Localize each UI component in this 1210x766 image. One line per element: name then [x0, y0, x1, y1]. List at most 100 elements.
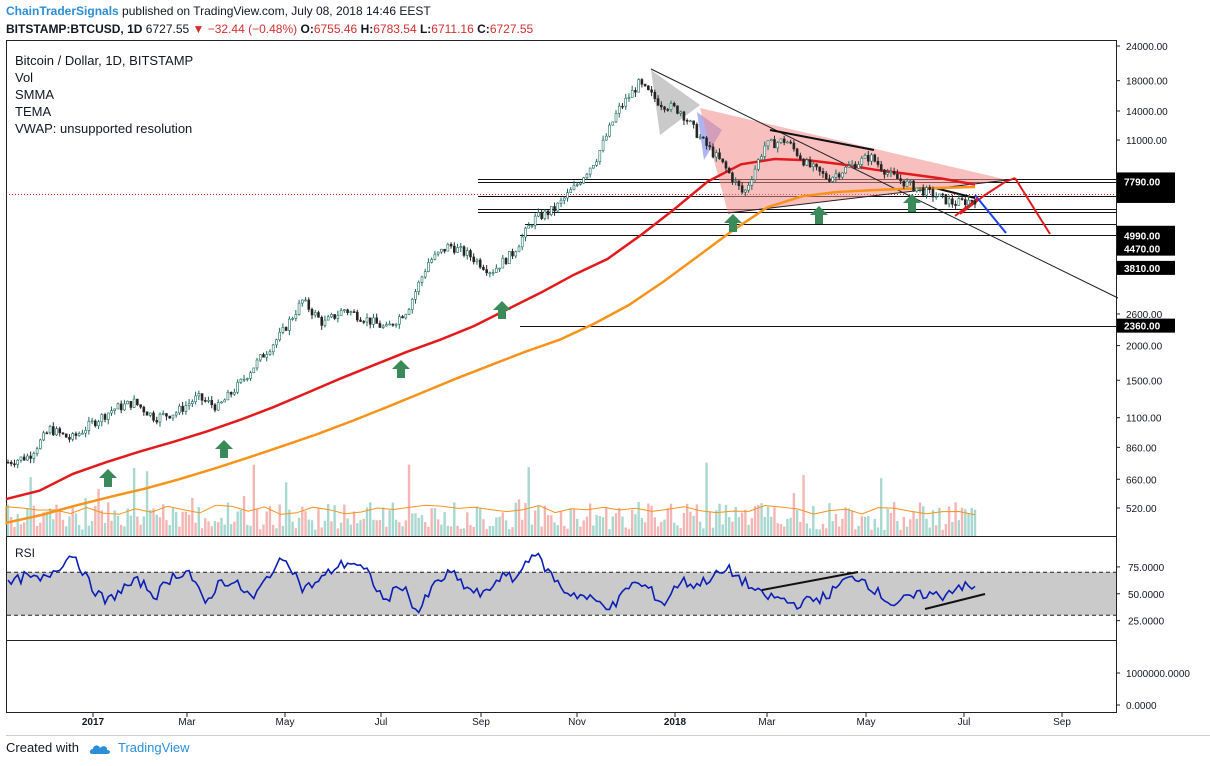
candle-body — [912, 180, 915, 192]
volume-bar — [708, 511, 712, 536]
volume-bar — [605, 506, 608, 536]
candle-body — [789, 141, 792, 144]
candle-body — [896, 173, 899, 179]
price-tick-label: 1500.00 — [1126, 376, 1163, 387]
publish-header: ChainTraderSignals published on TradingV… — [6, 4, 431, 18]
volume-bar — [527, 467, 530, 536]
footer: Created with TradingView — [6, 740, 190, 755]
candle-body — [760, 156, 763, 160]
volume-bar — [931, 510, 935, 536]
candle-body — [346, 309, 349, 313]
candle-body — [32, 453, 36, 459]
candle-body — [178, 405, 181, 414]
resistance-line-long[interactable] — [650, 68, 1119, 299]
candle-body — [805, 159, 809, 166]
volume-bar — [132, 468, 136, 536]
candle-body — [507, 251, 511, 264]
candle-body — [941, 193, 944, 196]
candle-body — [64, 433, 68, 438]
candle-body — [566, 192, 569, 199]
low-label: L: — [419, 22, 432, 36]
volume-bar — [320, 527, 323, 536]
candle-body — [330, 314, 333, 318]
volume-bar — [805, 523, 809, 536]
resistance-line-2[interactable] — [769, 129, 875, 151]
volume-bar — [718, 503, 721, 536]
volume-bar — [624, 527, 627, 536]
price-candles — [6, 78, 977, 469]
candle-body — [271, 344, 275, 353]
candle-body — [26, 455, 29, 461]
candle-body — [595, 161, 598, 166]
candle-body — [954, 203, 957, 206]
tradingview-link[interactable]: TradingView — [118, 740, 190, 755]
candle-body — [786, 141, 789, 144]
volume-bar — [294, 528, 298, 536]
volume-bar — [757, 504, 760, 536]
candle-body — [637, 79, 640, 93]
candle-body — [22, 456, 26, 461]
buy-arrow-icon — [215, 440, 233, 458]
volume-bar — [55, 504, 58, 536]
candle-body — [527, 225, 530, 229]
candle-body — [753, 168, 757, 180]
volume-bar — [171, 507, 175, 536]
volume-bar — [220, 517, 223, 536]
volume-bar — [892, 502, 896, 536]
candle-body — [297, 302, 301, 315]
price-axis: 24000.0018000.0014000.0011000.005098.004… — [1116, 42, 1190, 712]
candle-body — [268, 351, 272, 355]
volume-bar — [689, 511, 692, 536]
volume-bar — [385, 526, 388, 536]
volume-bar — [569, 508, 572, 536]
volume-bar — [970, 507, 973, 536]
volume-pane[interactable] — [6, 640, 1117, 713]
candle-body — [255, 359, 259, 369]
candle-body — [307, 299, 311, 310]
support-line[interactable] — [727, 179, 1009, 214]
volume-bar — [71, 506, 74, 536]
candle-body — [828, 178, 831, 182]
candle-body — [132, 398, 136, 408]
candle-body — [640, 79, 644, 85]
volume-bar — [352, 511, 356, 536]
volume-bar — [336, 528, 340, 536]
candle-body — [763, 145, 767, 157]
candle-body — [6, 461, 10, 464]
volume-bar — [255, 509, 259, 536]
volume-bar — [918, 502, 922, 536]
candle-body — [262, 354, 265, 358]
volume-bar — [663, 519, 666, 536]
volume-bar — [162, 504, 165, 536]
candle-body — [155, 420, 159, 423]
volume-bar — [29, 477, 32, 536]
candle-body — [453, 245, 456, 253]
volume-bar — [530, 524, 534, 536]
volume-bar — [886, 508, 889, 536]
candle-body — [223, 399, 226, 403]
candle-body — [465, 250, 469, 256]
volume-bar — [168, 525, 171, 536]
volume-bar — [960, 507, 964, 536]
rsi-tick-label: 75.0000 — [1128, 563, 1165, 574]
volume-bar — [129, 515, 133, 536]
candle-body — [863, 154, 867, 159]
volume-bar — [867, 515, 870, 536]
candle-body — [947, 198, 951, 205]
volume-bar — [766, 506, 770, 536]
candle-body — [207, 400, 210, 402]
close-value: 6727.55 — [489, 22, 534, 36]
volume-bar — [776, 523, 779, 536]
volume-bar — [491, 525, 495, 536]
volume-bar — [692, 515, 695, 536]
symbol-name: BITSTAMP:BTCUSD, 1D — [6, 22, 143, 36]
candle-body — [427, 262, 430, 272]
author-link[interactable]: ChainTraderSignals — [6, 4, 119, 18]
volume-bar — [637, 502, 640, 536]
rsi-tick-label: 50.0000 — [1128, 590, 1165, 601]
volume-bar — [398, 522, 401, 536]
volume-bar — [938, 507, 941, 536]
volume-bar — [178, 526, 181, 536]
candle-body — [313, 312, 317, 316]
